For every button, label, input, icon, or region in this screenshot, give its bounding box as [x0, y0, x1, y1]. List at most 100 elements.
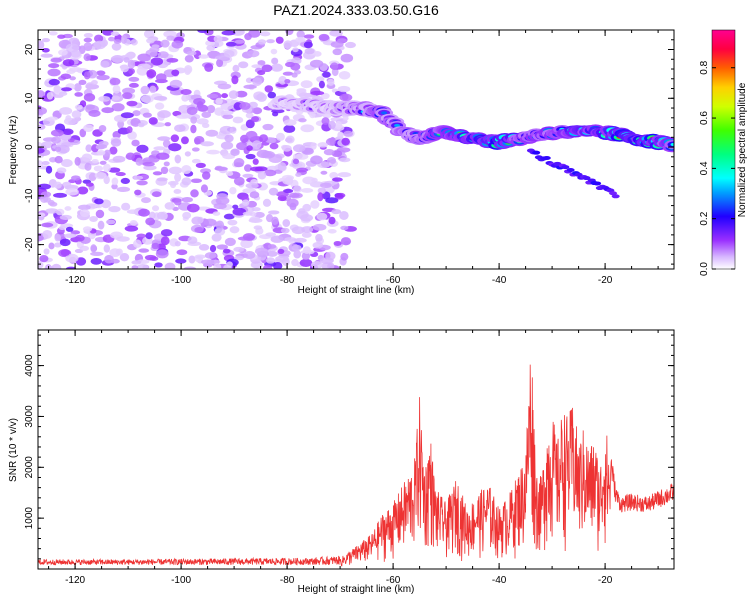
snr-y-label: SNR (10 * v/v): [8, 418, 19, 482]
heatmap-noise-blob: [115, 172, 126, 177]
heatmap-noise-blob: [341, 137, 350, 146]
heatmap-noise-blob: [48, 63, 60, 69]
heatmap-noise-blob: [181, 94, 189, 102]
heatmap-noise-blob: [137, 63, 151, 70]
heatmap-noise-blob: [132, 110, 141, 117]
heatmap-noise-blob: [337, 131, 344, 139]
heatmap-noise-blob: [41, 222, 54, 228]
heatmap-noise-blob: [124, 225, 139, 232]
heatmap-noise-blob: [187, 236, 198, 244]
heatmap-noise-blob: [190, 189, 199, 198]
heatmap-noise-blob: [296, 167, 309, 173]
heatmap-noise-blob: [316, 212, 328, 221]
heatmap-noise-blob: [215, 196, 230, 205]
heatmap-noise-blob: [277, 162, 287, 171]
heatmap-noise-blob: [293, 237, 307, 243]
heatmap-noise-blob: [74, 156, 81, 166]
heatmap-noise-blob: [298, 118, 307, 123]
colorbar-tick-label: 0.8: [699, 60, 710, 74]
heatmap-noise-blob: [243, 250, 256, 260]
heatmap-noise-blob: [283, 40, 293, 50]
heatmap-noise-blob: [311, 261, 323, 269]
heatmap-noise-blob: [234, 39, 245, 44]
heatmap-noise-blob: [116, 186, 131, 193]
heatmap-noise-blob: [228, 90, 239, 99]
heatmap-noise-blob: [229, 186, 237, 195]
heatmap-noise-blob: [77, 186, 89, 195]
colorbar-tick-label: 0.4: [699, 161, 710, 175]
heatmap-noise-blob: [70, 230, 81, 235]
heatmap-noise-blob: [110, 138, 122, 147]
heatmap-noise-blob: [174, 154, 182, 164]
heatmap-noise-blob: [334, 193, 344, 200]
x-tick-label: -80: [280, 275, 295, 286]
heatmap-noise-blob: [259, 134, 269, 143]
heatmap-noise-blob: [83, 42, 93, 52]
heatmap-noise-blob: [38, 90, 45, 99]
heatmap-noise-blob: [317, 187, 326, 195]
heatmap-noise-blob: [283, 188, 294, 193]
figure-title: PAZ1.2024.333.03.50.G16: [273, 2, 439, 18]
heatmap-noise-blob: [203, 218, 217, 227]
heatmap-noise-blob: [164, 202, 175, 210]
heatmap-noise-blob: [47, 68, 61, 77]
heatmap-noise-blob: [200, 259, 215, 265]
heatmap-noise-blob: [337, 172, 352, 178]
heatmap-noise-blob: [329, 172, 339, 179]
heatmap-noise-blob: [70, 175, 81, 181]
heatmap-noise-blob: [257, 60, 266, 66]
heatmap-noise-blob: [233, 158, 245, 167]
heatmap-noise-blob: [95, 144, 108, 150]
heatmap-noise-blob: [338, 70, 351, 80]
x-tick-label: -120: [65, 275, 85, 286]
heatmap-noise-blob: [83, 37, 93, 43]
heatmap-noise-blob: [190, 178, 203, 183]
heatmap-noise-blob: [214, 227, 226, 236]
heatmap-noise-blob: [257, 171, 267, 180]
heatmap-noise-blob: [214, 166, 228, 171]
heatmap-noise-blob: [298, 92, 309, 98]
heatmap-noise-blob: [182, 211, 192, 219]
heatmap-noise-blob: [160, 166, 169, 175]
heatmap-noise-blob: [300, 188, 314, 193]
heatmap-noise-blob: [320, 170, 328, 175]
heatmap-noise-blob: [75, 234, 85, 242]
heatmap-noise-blob: [269, 137, 277, 144]
heatmap-noise-blob: [164, 262, 176, 269]
heatmap-noise-blob: [344, 41, 356, 49]
heatmap-noise-blob: [229, 226, 240, 234]
heatmap-noise-blob: [59, 238, 71, 247]
heatmap-noise-blob: [227, 219, 238, 226]
heatmap-noise-blob: [191, 158, 201, 164]
heatmap-noise-blob: [273, 262, 283, 269]
heatmap-noise-blob: [248, 30, 261, 38]
heatmap-noise-blob: [343, 130, 354, 137]
heatmap-noise-blob: [285, 135, 295, 144]
heatmap-noise-blob: [79, 245, 90, 251]
heatmap-noise-blob: [75, 257, 87, 266]
heatmap-noise-blob: [128, 82, 139, 88]
heatmap-noise-blob: [243, 84, 257, 90]
heatmap-noise-blob: [40, 53, 53, 58]
heatmap-noise-blob: [84, 162, 92, 171]
heatmap-ridge-blob: [394, 123, 401, 128]
heatmap-noise-blob: [94, 172, 107, 180]
heatmap-noise-blob: [220, 103, 233, 111]
heatmap-noise-blob: [292, 47, 299, 53]
heatmap-noise-blob: [282, 71, 294, 76]
heatmap-noise-blob: [136, 144, 149, 153]
heatmap-noise-blob: [40, 191, 52, 198]
heatmap-noise-blob: [213, 262, 222, 269]
heatmap-noise-blob: [128, 76, 140, 82]
heatmap-noise-blob: [53, 192, 68, 198]
heatmap-noise-blob: [88, 109, 101, 117]
heatmap-noise-blob: [85, 104, 95, 110]
heatmap-noise-blob: [245, 130, 258, 140]
heatmap-noise-blob: [58, 225, 66, 231]
heatmap-noise-blob: [56, 167, 67, 174]
heatmap-noise-blob: [301, 252, 311, 261]
heatmap-noise-blob: [164, 122, 172, 127]
heatmap-noise-blob: [193, 97, 206, 106]
heatmap-noise-blob: [299, 258, 313, 267]
